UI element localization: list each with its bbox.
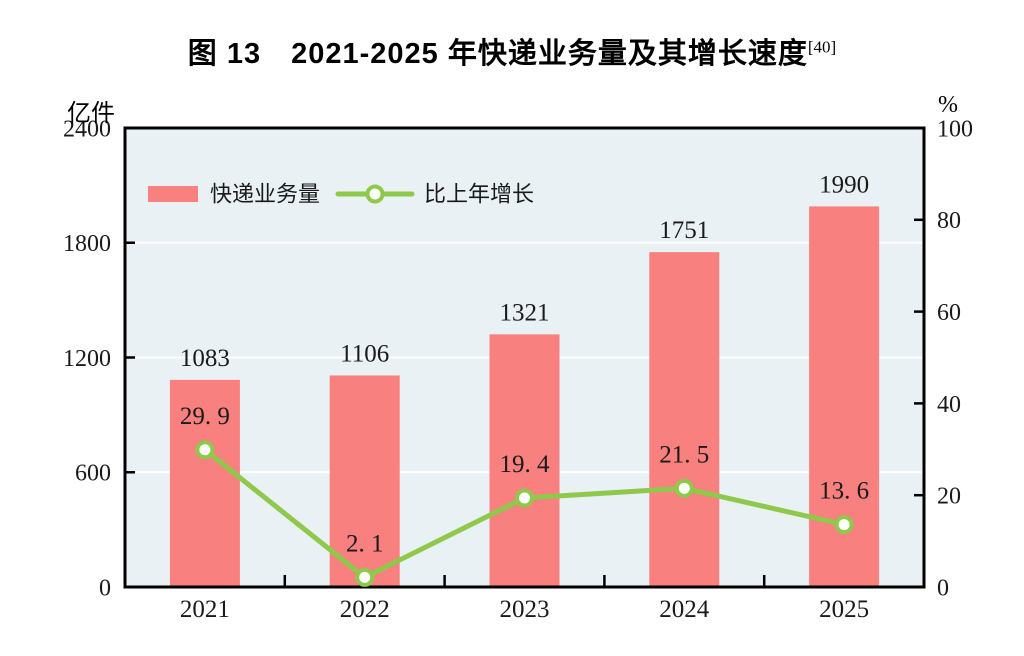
growth-marker-2024	[674, 478, 694, 498]
x-axis-label-2023: 2023	[500, 596, 550, 623]
growth-value-label-2024: 21. 5	[659, 441, 709, 468]
right-axis-label-20: 20	[937, 484, 961, 510]
plot-frame	[123, 126, 926, 589]
left-axis-label-600: 600	[75, 461, 111, 487]
growth-marker-2021	[195, 440, 215, 460]
bar-2023	[489, 334, 560, 587]
bar-2022	[329, 375, 400, 587]
right-axis-label-40: 40	[937, 392, 961, 418]
growth-value-label-2021: 29. 9	[180, 403, 230, 430]
growth-value-label-2022: 2. 1	[346, 530, 384, 557]
right-axis-unit-label: %	[938, 92, 958, 118]
legend-line-label: 比上年增长	[424, 182, 534, 207]
x-axis-label-2021: 2021	[180, 596, 230, 623]
legend-line-marker	[365, 184, 385, 204]
x-axis-label-2025: 2025	[819, 596, 869, 623]
legend-bar-swatch	[148, 186, 198, 202]
bar-value-label-2024: 1751	[659, 217, 709, 244]
bar-2021	[169, 379, 240, 587]
growth-marker-2022	[355, 567, 375, 587]
x-axis-label-2022: 2022	[340, 596, 390, 623]
bar-value-label-2023: 1321	[500, 299, 550, 326]
right-axis-label-80: 80	[937, 208, 961, 234]
legend-bar-label: 快递业务量	[210, 182, 320, 207]
chart-title: 图 13 2021-2025 年快递业务量及其增长速度[40]	[0, 30, 1024, 72]
left-axis-label-1200: 1200	[63, 346, 111, 372]
chart-title-superscript: [40]	[807, 37, 837, 57]
right-axis-label-0: 0	[937, 575, 949, 601]
bar-2024	[649, 252, 720, 587]
chart-title-text: 图 13 2021-2025 年快递业务量及其增长速度	[187, 38, 808, 70]
left-axis-label-0: 0	[99, 575, 111, 601]
bar-value-label-2025: 1990	[819, 171, 869, 198]
bar-value-label-2021: 1083	[180, 345, 230, 372]
growth-value-label-2023: 19. 4	[500, 451, 551, 478]
x-axis-label-2024: 2024	[659, 596, 710, 623]
left-axis-label-1800: 1800	[63, 231, 111, 257]
bar-value-label-2022: 1106	[340, 340, 389, 367]
right-axis-label-100: 100	[937, 116, 973, 142]
left-axis-unit-label: 亿件	[67, 101, 115, 127]
growth-marker-2023	[515, 488, 534, 508]
left-axis-label-2400: 2400	[63, 116, 111, 142]
growth-marker-2025	[834, 515, 854, 535]
growth-value-label-2025: 13. 6	[819, 478, 869, 505]
right-axis-label-60: 60	[937, 300, 961, 326]
